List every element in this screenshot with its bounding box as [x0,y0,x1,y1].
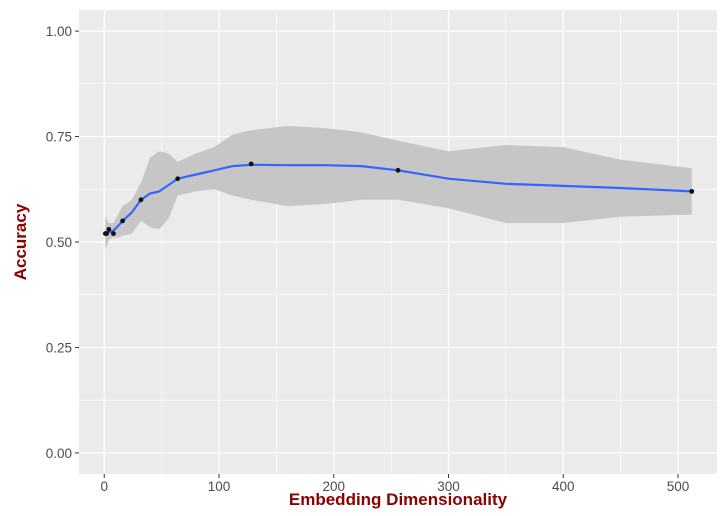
data-point [689,188,695,194]
y-tick-label: 0.50 [46,235,72,250]
x-tick-label: 500 [667,479,690,494]
x-tick-label: 100 [208,479,231,494]
x-axis-ticks: 0 100 200 300 400 500 [100,474,689,494]
data-point [138,197,144,203]
x-axis-title: Embedding Dimensionality [289,490,508,509]
y-axis-title: Accuracy [11,203,30,280]
x-tick-label: 0 [100,479,108,494]
x-tick-label: 400 [552,479,575,494]
data-point [248,161,254,167]
data-point [120,218,126,224]
data-point [104,231,109,236]
major-gridlines [79,10,717,474]
x-tick-label: 300 [437,479,460,494]
y-tick-label: 0.75 [46,130,72,145]
confidence-ribbon [105,126,692,251]
data-points [102,161,695,236]
data-point [111,231,116,236]
y-tick-label: 1.00 [46,24,72,39]
y-axis-ticks: 0.00 0.25 0.50 0.75 1.00 [46,24,79,461]
x-tick-label: 200 [322,479,345,494]
y-tick-label: 0.00 [46,446,72,461]
data-point [395,167,401,173]
data-point [175,176,181,182]
data-point [106,226,112,232]
y-tick-label: 0.25 [46,340,72,355]
